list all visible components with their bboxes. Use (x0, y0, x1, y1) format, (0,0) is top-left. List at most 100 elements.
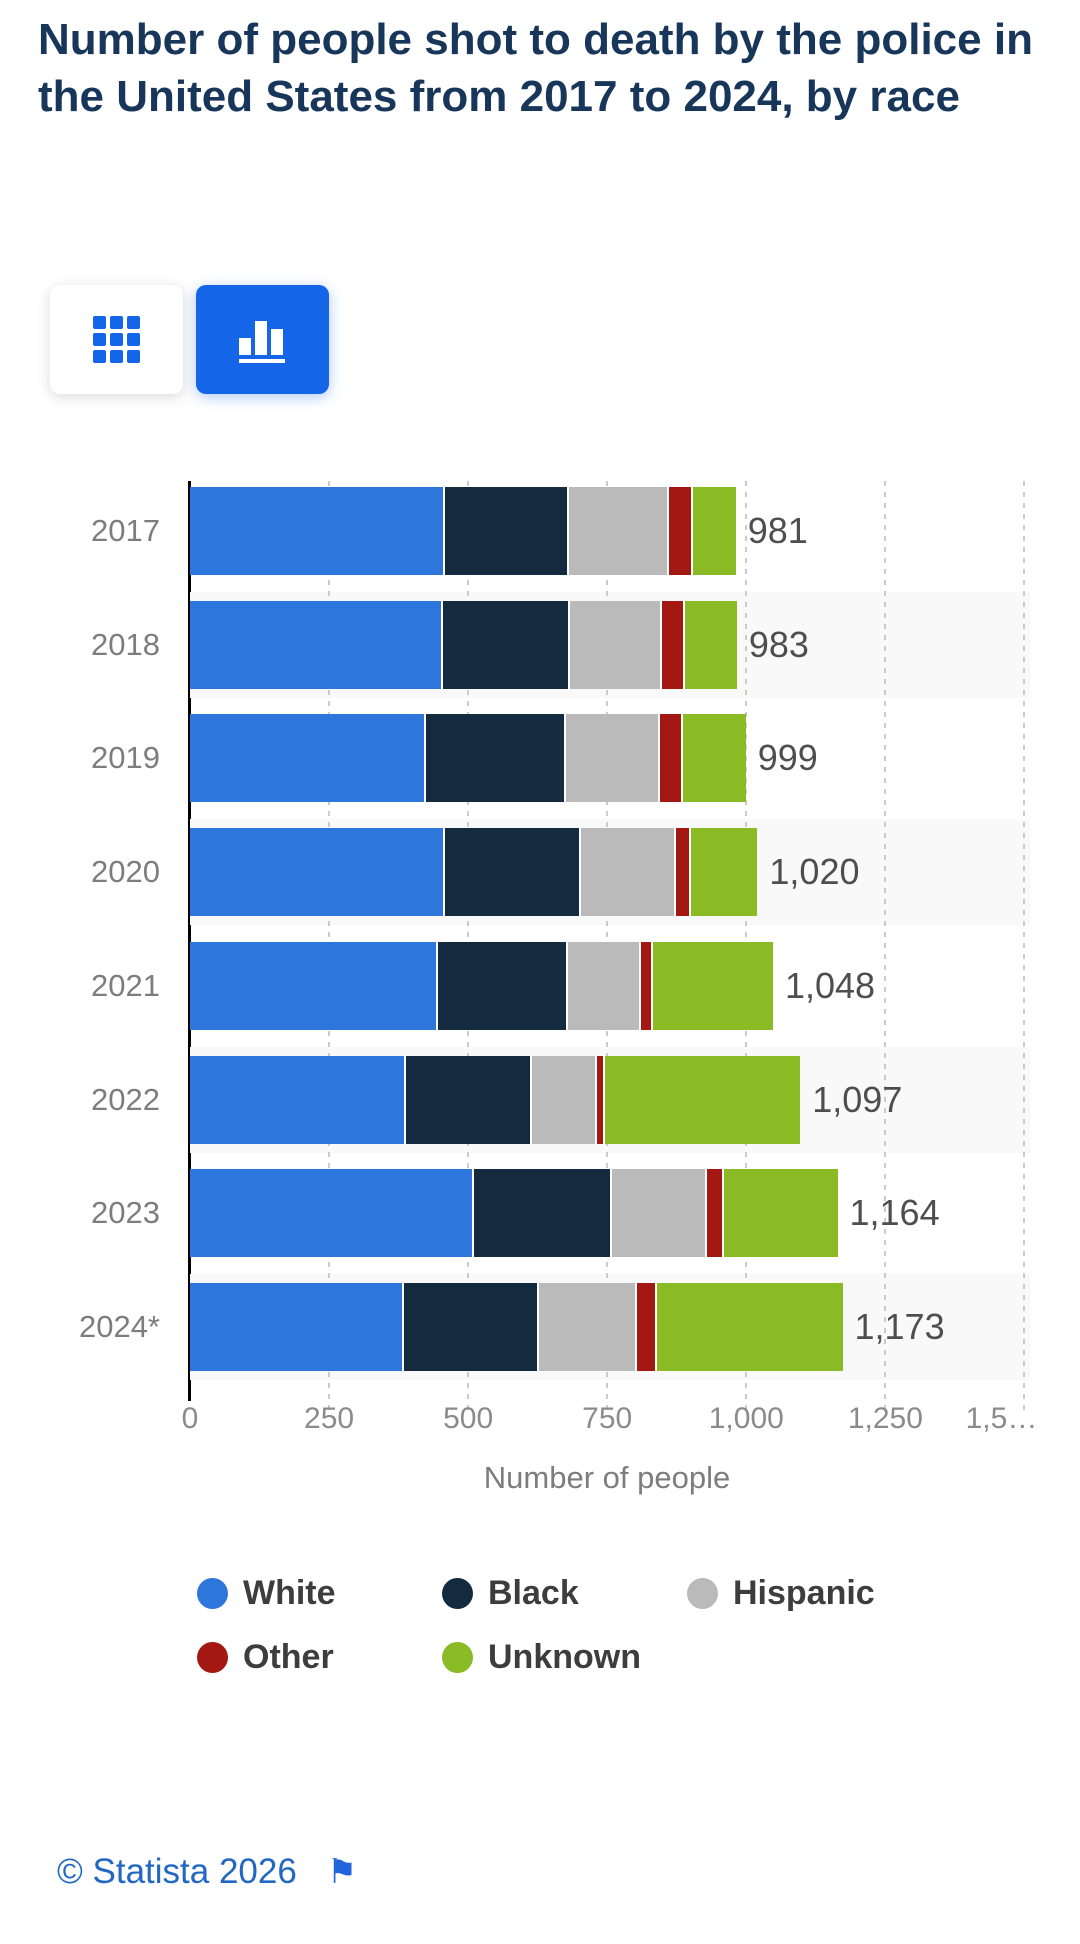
x-tick-label: 750 (582, 1402, 633, 1435)
legend-marker-white (197, 1577, 228, 1609)
legend-item-other: Other (197, 1632, 442, 1682)
bar-segment-white-2024[interactable] (190, 1282, 405, 1371)
bar-segment-white-2023[interactable] (190, 1169, 474, 1258)
bar-segment-other-2023[interactable] (707, 1169, 725, 1258)
bar-segment-white-2022[interactable] (190, 1055, 407, 1144)
bar-segment-black-2024[interactable] (404, 1282, 539, 1371)
legend-label-other: Other (243, 1637, 334, 1676)
bar-segment-other-2022[interactable] (596, 1055, 605, 1144)
gridline (1023, 481, 1026, 1411)
total-label-2021: 1,048 (784, 964, 876, 1006)
legend-item-white: White (197, 1568, 442, 1618)
footer: © Statista 2026 ⚑ (57, 1852, 357, 1892)
bar-segment-white-2020[interactable] (190, 828, 446, 917)
bar-2023 (190, 1169, 838, 1258)
bar-segment-other-2017[interactable] (668, 487, 694, 575)
y-axis-label-2018: 2018 (91, 626, 160, 662)
y-axis-line (188, 481, 191, 1401)
plot-area: 981 983 999 1,020 1,048 1,097 1,164 1,173 (188, 481, 1035, 1411)
total-label-2024: 1,173 (854, 1305, 945, 1347)
bar-segment-hispanic-2021[interactable] (567, 941, 642, 1030)
bar-2017 (190, 487, 736, 575)
bar-segment-other-2021[interactable] (641, 941, 654, 1030)
bar-2019 (190, 714, 746, 803)
total-label-2023: 1,164 (849, 1192, 940, 1234)
x-tick-label: 1,000 (708, 1402, 784, 1435)
bar-segment-white-2019[interactable] (190, 714, 426, 803)
x-tick-label: 250 (304, 1402, 355, 1435)
y-axis-label-2021: 2021 (91, 967, 160, 1003)
total-label-2022: 1,097 (812, 1078, 903, 1120)
bar-2021 (190, 941, 773, 1030)
total-label-2019: 999 (757, 737, 818, 779)
legend-label-black: Black (488, 1573, 579, 1612)
x-tick-label: 1,5… (965, 1402, 1038, 1435)
bar-segment-black-2022[interactable] (406, 1055, 532, 1144)
bar-segment-other-2024[interactable] (636, 1282, 657, 1371)
total-label-2020: 1,020 (769, 851, 860, 893)
total-label-2017: 981 (747, 510, 808, 551)
y-axis-label-2024: 2024* (78, 1308, 160, 1344)
bar-2024 (190, 1282, 843, 1371)
bar-segment-white-2017[interactable] (190, 487, 446, 575)
bar-segment-black-2020[interactable] (445, 828, 582, 917)
y-axis-label-2019: 2019 (91, 740, 160, 776)
legend-item-black: Black (442, 1568, 687, 1618)
y-axis-label-2022: 2022 (91, 1081, 160, 1117)
gridline (884, 481, 887, 1411)
bar-segment-unknown-2024[interactable] (656, 1282, 843, 1371)
bar-segment-black-2019[interactable] (425, 714, 567, 803)
bar-segment-other-2019[interactable] (660, 714, 683, 803)
legend: White Black Hispanic Other Unknown (197, 1568, 875, 1682)
page-title: Number of people shot to death by the po… (38, 15, 1033, 121)
bar-segment-unknown-2021[interactable] (653, 941, 773, 1030)
y-axis-label-2020: 2020 (91, 854, 160, 890)
table-view-button[interactable] (50, 285, 183, 394)
copyright-text: © Statista 2026 (57, 1852, 297, 1891)
bar-segment-unknown-2018[interactable] (685, 600, 737, 689)
bar-chart-icon (238, 316, 288, 364)
chart-view-button[interactable] (196, 285, 329, 394)
bar-segment-white-2018[interactable] (190, 600, 443, 689)
x-axis-title: Number of people (483, 1460, 731, 1495)
bar-segment-white-2021[interactable] (190, 941, 439, 1030)
legend-label-hispanic: Hispanic (733, 1573, 875, 1612)
legend-marker-unknown (442, 1641, 473, 1673)
bar-segment-unknown-2023[interactable] (724, 1169, 838, 1258)
legend-label-white: White (243, 1573, 336, 1612)
legend-label-unknown: Unknown (488, 1637, 641, 1676)
legend-marker-hispanic (687, 1577, 718, 1609)
bar-2022 (190, 1055, 801, 1144)
bar-segment-unknown-2019[interactable] (682, 714, 746, 803)
bar-segment-hispanic-2022[interactable] (531, 1055, 597, 1144)
bar-segment-hispanic-2018[interactable] (569, 600, 663, 689)
bar-segment-unknown-2017[interactable] (693, 487, 736, 575)
bar-segment-other-2018[interactable] (662, 600, 686, 689)
bar-segment-hispanic-2024[interactable] (538, 1282, 637, 1371)
bar-2018 (190, 600, 737, 689)
legend-marker-other (197, 1641, 228, 1673)
bar-segment-hispanic-2023[interactable] (612, 1169, 708, 1258)
bar-segment-unknown-2020[interactable] (691, 828, 758, 917)
legend-item-unknown: Unknown (442, 1632, 687, 1682)
x-tick-label: 1,250 (847, 1402, 923, 1435)
bar-segment-other-2020[interactable] (675, 828, 692, 917)
bar-segment-hispanic-2020[interactable] (581, 828, 676, 917)
bar-segment-hispanic-2017[interactable] (569, 487, 669, 575)
bar-2020 (190, 828, 758, 917)
legend-item-hispanic: Hispanic (687, 1568, 875, 1618)
x-tick-label: 500 (443, 1402, 494, 1435)
grid-icon (93, 316, 140, 363)
total-label-2018: 983 (748, 623, 809, 665)
bar-segment-black-2023[interactable] (473, 1169, 613, 1258)
bar-segment-black-2018[interactable] (442, 600, 570, 689)
legend-marker-black (442, 1577, 473, 1609)
view-toolbar (50, 285, 329, 394)
x-tick-label: 0 (181, 1402, 199, 1435)
y-axis-label-2017: 2017 (91, 513, 160, 548)
bar-segment-unknown-2022[interactable] (604, 1055, 801, 1144)
bar-segment-black-2017[interactable] (445, 487, 570, 575)
bar-segment-hispanic-2019[interactable] (566, 714, 661, 803)
bar-segment-black-2021[interactable] (438, 941, 568, 1030)
flag-icon[interactable]: ⚑ (326, 1853, 358, 1891)
